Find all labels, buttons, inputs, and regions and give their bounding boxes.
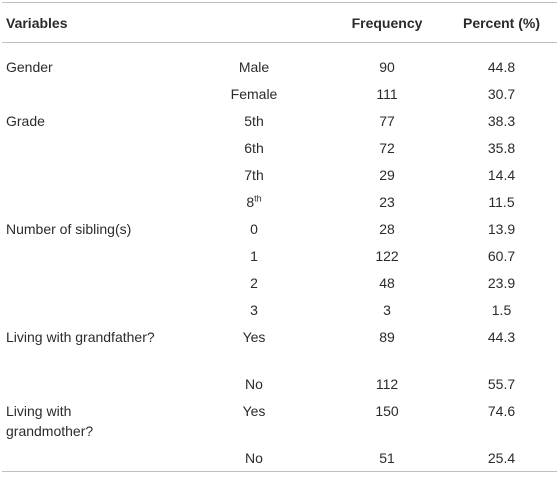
percent-cell: 13.9 xyxy=(487,221,516,237)
header-cell: Frequency xyxy=(328,2,446,43)
level-cell: 6th xyxy=(180,134,328,161)
percent-cell: 44.8 xyxy=(487,59,516,75)
percent-cell: 11.5 xyxy=(488,194,515,210)
level-cell: Female xyxy=(180,80,328,107)
percent-cell: 44.3 xyxy=(487,329,516,345)
level-cell: 1 xyxy=(180,242,328,269)
table-row: Grade 5th 77 38.3 xyxy=(2,107,557,134)
variable-cell xyxy=(2,134,180,161)
percent-cell: 38.3 xyxy=(487,113,516,129)
variable-cell: Living with grandfather? xyxy=(2,323,180,370)
level-cell: Male xyxy=(180,43,328,81)
table-row: 3 3 1.5 xyxy=(2,296,557,323)
variable-cell xyxy=(2,80,180,107)
frequency-cell: 89 xyxy=(379,329,395,345)
header-row: Variables Frequency Percent (%) xyxy=(2,2,557,43)
variable-label: Living with grandmother? xyxy=(6,403,94,439)
level-cell: Yes xyxy=(180,397,328,444)
table-row: Gender Male 90 44.8 xyxy=(2,43,557,81)
level-label: No xyxy=(245,376,263,392)
variable-label: Living with grandfather? xyxy=(6,329,155,345)
percent-cell: 1.5 xyxy=(491,302,512,318)
level-cell: No xyxy=(180,370,328,397)
table-row: Number of sibling(s) 0 28 13.9 xyxy=(2,215,557,242)
level-superscript: th xyxy=(254,193,262,204)
level-cell: No xyxy=(180,444,328,472)
header-cell: Variables xyxy=(2,2,180,43)
level-label: 5th xyxy=(244,113,264,129)
level-label: No xyxy=(245,450,263,466)
table-row: Living with grandmother? Yes 150 74.6 xyxy=(2,397,557,444)
table-header: Variables Frequency Percent (%) xyxy=(2,2,557,43)
frequency-cell: 51 xyxy=(328,444,446,472)
variable-cell xyxy=(2,296,180,323)
variable-cell xyxy=(2,269,180,296)
level-cell: 8th xyxy=(180,188,328,215)
header-cell: Percent (%) xyxy=(446,2,557,43)
level-cell: 7th xyxy=(180,161,328,188)
percent-cell: 55.7 xyxy=(487,376,516,392)
frequency-cell: 90 xyxy=(379,59,395,75)
variable-cell xyxy=(2,161,180,188)
percent-cell: 35.8 xyxy=(487,140,516,156)
percent-cell: 30.7 xyxy=(487,86,516,102)
level-label: 6th xyxy=(244,140,264,156)
variable-cell xyxy=(2,444,180,472)
level-cell: Yes xyxy=(180,323,328,370)
level-label: 3 xyxy=(250,302,258,318)
variable-cell: Grade xyxy=(2,107,180,134)
header-cell-empty xyxy=(180,2,328,43)
frequency-cell: 23 xyxy=(379,194,395,210)
variable-cell xyxy=(2,242,180,269)
data-table: Variables Frequency Percent (%) Gender Ma… xyxy=(2,2,557,472)
table-row: No 112 55.7 xyxy=(2,370,557,397)
frequency-cell: 122 xyxy=(375,248,399,264)
variable-cell: Gender xyxy=(2,43,180,81)
frequency-cell: 3 xyxy=(383,302,391,318)
frequency-cell: 28 xyxy=(379,221,395,237)
table-row: Female 111 30.7 xyxy=(2,80,557,107)
percent-cell: 74.6 xyxy=(487,403,516,419)
level-cell: 5th xyxy=(180,107,328,134)
variable-cell: Living with grandmother? xyxy=(2,397,180,444)
frequency-cell: 72 xyxy=(379,140,395,156)
level-cell: 3 xyxy=(180,296,328,323)
percent-cell: 25.4 xyxy=(446,444,557,472)
percent-cell: 60.7 xyxy=(487,248,516,264)
level-label: 2 xyxy=(250,275,258,291)
table-row: 6th 72 35.8 xyxy=(2,134,557,161)
frequency-cell: 112 xyxy=(375,376,399,392)
percent-cell: 14.4 xyxy=(487,167,516,183)
variable-label: Number of sibling(s) xyxy=(6,221,132,237)
level-label: Male xyxy=(238,59,270,75)
table-row: 2 48 23.9 xyxy=(2,269,557,296)
frequency-cell: 111 xyxy=(376,86,398,102)
table-row: 7th 29 14.4 xyxy=(2,161,557,188)
level-cell: 0 xyxy=(180,215,328,242)
variable-label: Grade xyxy=(6,113,45,129)
frequency-cell: 48 xyxy=(379,275,395,291)
level-label: Yes xyxy=(242,403,266,419)
variable-cell xyxy=(2,370,180,397)
table-row: Living with grandfather? Yes 89 44.3 xyxy=(2,323,557,370)
variable-cell xyxy=(2,188,180,215)
frequency-cell: 29 xyxy=(379,167,395,183)
level-label: 1 xyxy=(250,248,258,264)
level-label: 0 xyxy=(250,221,258,237)
level-cell: 2 xyxy=(180,269,328,296)
frequency-cell: 77 xyxy=(379,113,395,129)
level-label: 8 xyxy=(246,194,255,210)
variable-label: Gender xyxy=(6,59,53,75)
table-row: No 51 25.4 xyxy=(2,444,557,472)
frequency-cell: 150 xyxy=(375,403,399,419)
table-row: 8th 23 11.5 xyxy=(2,188,557,215)
percent-cell: 23.9 xyxy=(487,275,516,291)
level-label: Female xyxy=(230,86,278,102)
variable-cell: Number of sibling(s) xyxy=(2,215,180,242)
table-body: Gender Male 90 44.8 Female 111 30.7 Grade 5th 77 3… xyxy=(2,43,557,472)
level-label: 7th xyxy=(244,167,264,183)
table-row: 1 122 60.7 xyxy=(2,242,557,269)
level-label: Yes xyxy=(242,329,266,345)
